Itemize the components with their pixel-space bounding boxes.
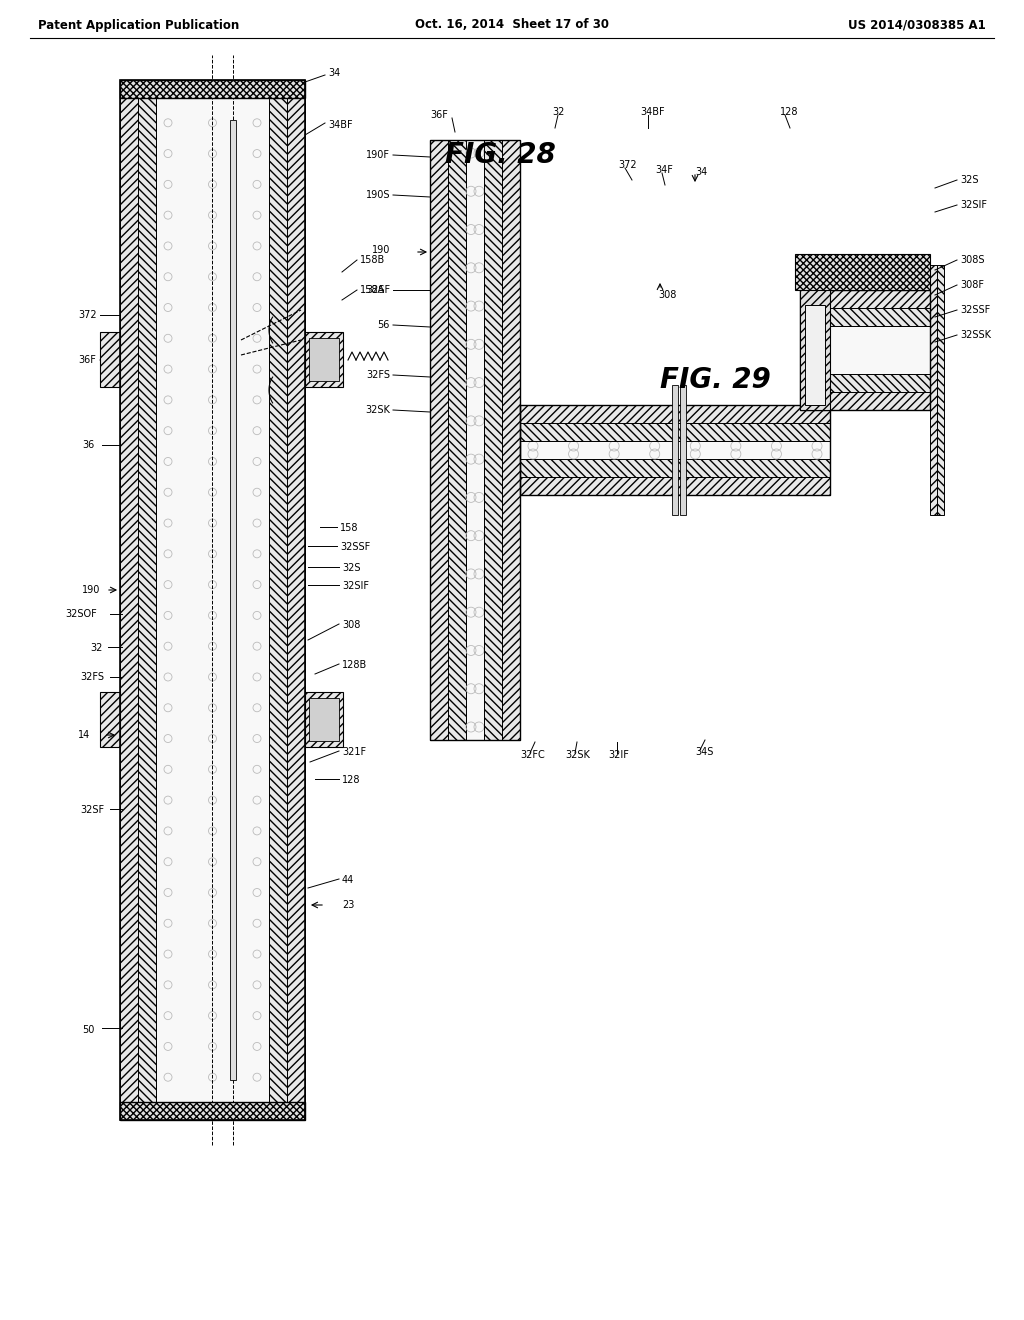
Text: 36F: 36F xyxy=(78,355,96,366)
Text: 128: 128 xyxy=(342,775,360,785)
Bar xyxy=(672,385,678,515)
Text: 34BF: 34BF xyxy=(328,120,352,129)
Text: Oct. 16, 2014  Sheet 17 of 30: Oct. 16, 2014 Sheet 17 of 30 xyxy=(415,18,609,32)
Bar xyxy=(800,392,930,411)
Bar xyxy=(287,81,305,1119)
Text: US 2014/0308385 A1: US 2014/0308385 A1 xyxy=(848,18,986,32)
Text: 32IF: 32IF xyxy=(608,750,629,760)
Text: 32SOF: 32SOF xyxy=(65,609,96,619)
Bar xyxy=(156,81,269,1119)
Text: 190F: 190F xyxy=(366,150,390,160)
Text: 372: 372 xyxy=(618,160,637,170)
Text: Patent Application Publication: Patent Application Publication xyxy=(38,18,240,32)
Text: 34F: 34F xyxy=(655,165,673,176)
Bar xyxy=(100,692,120,747)
Text: 32SF: 32SF xyxy=(366,285,390,294)
Text: 308: 308 xyxy=(658,290,677,300)
Bar xyxy=(800,326,930,374)
Text: 32SIF: 32SIF xyxy=(961,201,987,210)
Text: 308F: 308F xyxy=(961,280,984,290)
Bar xyxy=(520,477,830,495)
Text: 32FS: 32FS xyxy=(366,370,390,380)
Text: 190S: 190S xyxy=(366,190,390,201)
Text: 32: 32 xyxy=(552,107,564,117)
Bar xyxy=(800,290,930,308)
Bar xyxy=(449,140,466,741)
Bar xyxy=(520,422,830,441)
Bar xyxy=(230,120,236,1080)
Bar xyxy=(502,140,520,741)
Text: 34: 34 xyxy=(328,69,340,78)
Bar xyxy=(800,374,930,392)
Bar xyxy=(305,692,343,747)
Text: 32: 32 xyxy=(90,643,102,653)
Bar xyxy=(305,333,343,387)
Text: 32FS: 32FS xyxy=(80,672,104,682)
Bar xyxy=(800,285,830,411)
Text: 128: 128 xyxy=(780,107,799,117)
Text: 32FC: 32FC xyxy=(520,750,545,760)
Text: 36F: 36F xyxy=(430,110,447,120)
Text: 36: 36 xyxy=(82,440,94,450)
Text: 32SK: 32SK xyxy=(366,405,390,414)
Text: 56: 56 xyxy=(378,319,390,330)
Text: 34S: 34S xyxy=(695,747,714,756)
Text: 34: 34 xyxy=(695,168,708,177)
Text: 128B: 128B xyxy=(342,660,368,671)
Bar xyxy=(120,81,305,98)
Bar xyxy=(120,1102,305,1119)
Bar xyxy=(805,305,825,405)
Bar xyxy=(309,698,339,741)
Bar xyxy=(120,81,305,1119)
Bar xyxy=(795,253,930,290)
Text: 34BF: 34BF xyxy=(640,107,665,117)
Text: 372: 372 xyxy=(78,310,96,319)
Text: 158B: 158B xyxy=(360,255,385,265)
Text: 158: 158 xyxy=(340,523,358,533)
Text: 44: 44 xyxy=(342,875,354,884)
Text: 190: 190 xyxy=(372,246,390,255)
Bar xyxy=(269,81,287,1119)
Bar xyxy=(138,81,156,1119)
Bar xyxy=(466,140,484,741)
Bar xyxy=(520,405,830,495)
Text: 32SSF: 32SSF xyxy=(961,305,990,315)
Text: 32SIF: 32SIF xyxy=(342,581,369,591)
Bar xyxy=(100,333,120,387)
Text: 32SK: 32SK xyxy=(565,750,590,760)
Text: 308S: 308S xyxy=(961,255,984,265)
Text: 32SF: 32SF xyxy=(80,805,104,814)
Bar xyxy=(484,140,502,741)
Bar xyxy=(937,265,944,515)
Text: 308: 308 xyxy=(342,620,360,630)
Text: FIG. 28: FIG. 28 xyxy=(445,141,556,169)
Text: 190: 190 xyxy=(82,585,100,595)
Text: 32S: 32S xyxy=(342,564,360,573)
Text: 32S: 32S xyxy=(961,176,979,185)
Bar xyxy=(120,81,138,1119)
Text: 158A: 158A xyxy=(360,285,385,294)
Bar xyxy=(520,405,830,422)
Bar xyxy=(800,290,930,411)
Bar xyxy=(430,140,449,741)
Text: 321F: 321F xyxy=(342,747,367,756)
Bar xyxy=(120,1102,305,1119)
Text: 14: 14 xyxy=(78,730,90,741)
Bar xyxy=(520,459,830,477)
Bar xyxy=(800,308,930,326)
Bar xyxy=(430,140,520,741)
Text: 23: 23 xyxy=(342,900,354,909)
Text: 50: 50 xyxy=(82,1026,94,1035)
Text: FIG. 29: FIG. 29 xyxy=(660,366,771,393)
Bar xyxy=(520,441,830,459)
Text: 32SSF: 32SSF xyxy=(340,543,371,552)
Bar xyxy=(930,265,937,515)
Bar xyxy=(680,385,686,515)
Bar xyxy=(309,338,339,381)
Bar xyxy=(120,81,305,98)
Text: 32SSK: 32SSK xyxy=(961,330,991,341)
